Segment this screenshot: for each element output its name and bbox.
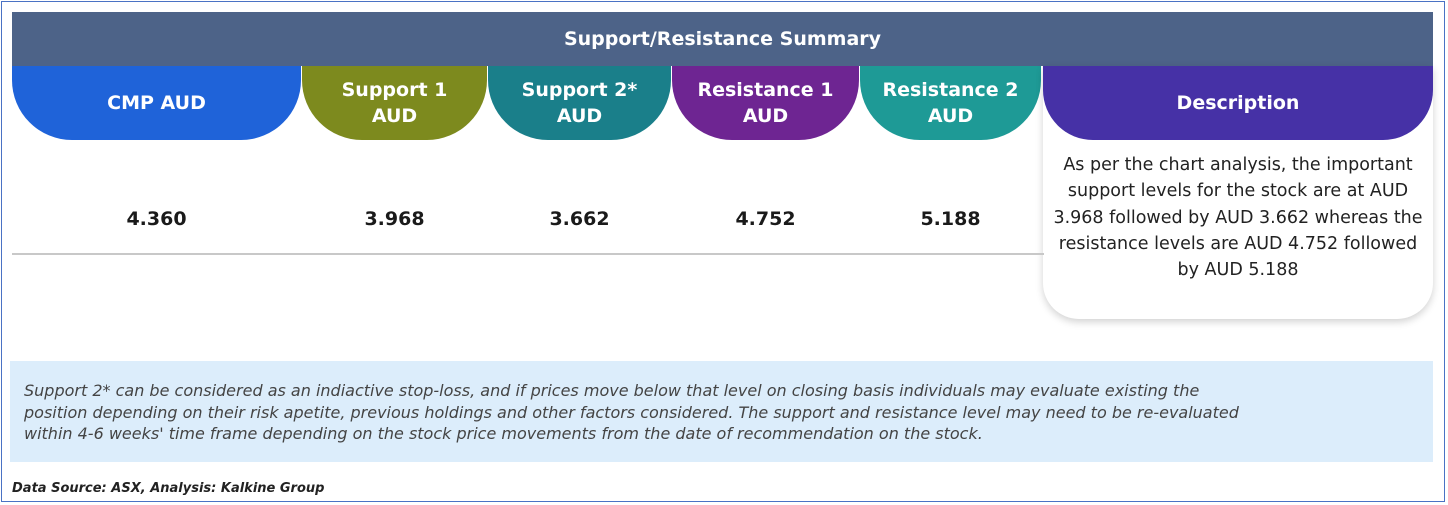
header-resistance-2-label: Resistance 2 AUD (882, 79, 1019, 127)
value-support-1: 3.968 (364, 208, 425, 230)
header-description-label: Description (1176, 92, 1300, 114)
value-resistance-2: 5.188 (920, 208, 981, 230)
disclaimer-note: Support 2* can be considered as an india… (10, 361, 1433, 462)
value-resistance-1: 4.752 (735, 208, 796, 230)
header-support-2: Support 2* AUD (488, 66, 671, 140)
header-resistance-1: Resistance 1 AUD (672, 66, 859, 140)
header-resistance-1-label: Resistance 1 AUD (697, 79, 834, 127)
header-support-1: Support 1 AUD (302, 66, 487, 140)
note-line: Support 2* can be considered as an india… (24, 381, 1200, 400)
description-text: As per the chart analysis, the important… (1053, 155, 1423, 281)
header-cmp-label: CMP AUD (107, 92, 206, 114)
data-source: Data Source: ASX, Analysis: Kalkine Grou… (12, 481, 325, 496)
note-line: position depending on their risk apetite… (24, 402, 1239, 422)
header-support-2-label: Support 2* AUD (521, 79, 638, 127)
header-resistance-2: Resistance 2 AUD (860, 66, 1041, 140)
value-cmp: 4.360 (126, 208, 187, 230)
note-line: within 4-6 weeks' time frame depending o… (24, 424, 983, 443)
header-cmp: CMP AUD (12, 66, 301, 140)
header-support-1-label: Support 1 AUD (341, 79, 448, 127)
row-divider (12, 253, 1044, 255)
value-support-2: 3.662 (549, 208, 610, 230)
header-description: Description (1043, 66, 1433, 140)
summary-title: Support/Resistance Summary (12, 12, 1433, 66)
